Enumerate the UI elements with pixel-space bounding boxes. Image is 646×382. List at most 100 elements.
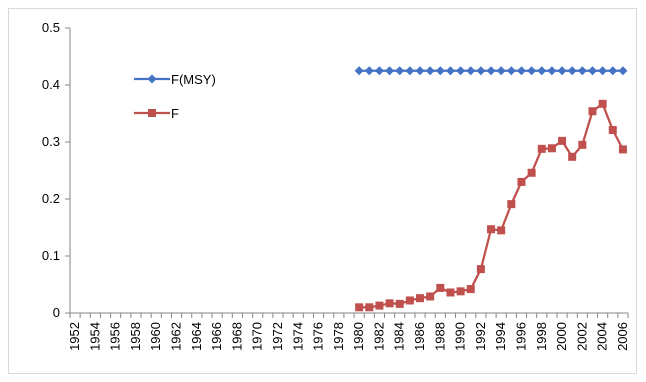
y-tick-label: 0.4 — [42, 77, 60, 92]
data-point — [405, 66, 415, 76]
axes: 0 0.1 0.2 0.3 0.4 0.5 1952 1954 1956 1958 1960 1962… — [42, 20, 630, 351]
data-point — [365, 303, 374, 312]
legend-label: F — [171, 106, 179, 121]
x-tick-label: 1952 — [67, 322, 82, 351]
x-tick-label: 2006 — [615, 322, 630, 351]
x-tick-label: 1956 — [108, 322, 123, 351]
data-point — [577, 66, 587, 76]
x-tick-label: 2004 — [595, 322, 610, 351]
data-point — [587, 66, 597, 76]
x-tick-label: 1958 — [128, 322, 143, 351]
data-point — [416, 294, 425, 303]
x-tick-label: 1982 — [371, 322, 386, 351]
data-point — [506, 66, 516, 76]
x-tick-label: 1986 — [412, 322, 427, 351]
x-tick-label: 1980 — [351, 322, 366, 351]
data-point — [476, 66, 486, 76]
y-tick-label: 0.2 — [42, 191, 60, 206]
x-tick-label: 1954 — [87, 322, 102, 351]
data-point — [466, 66, 476, 76]
data-point — [517, 177, 526, 186]
data-point — [516, 66, 526, 76]
data-point — [598, 66, 608, 76]
data-point — [395, 299, 404, 308]
legend-item: F — [134, 106, 179, 121]
series-f-msy — [354, 66, 628, 76]
legend-marker — [147, 74, 157, 84]
x-tick-label: 1968 — [229, 322, 244, 351]
data-point — [445, 66, 455, 76]
data-point — [456, 66, 466, 76]
x-tick-label: 2000 — [554, 322, 569, 351]
data-point — [608, 126, 617, 135]
data-point — [435, 66, 445, 76]
series-layer — [354, 66, 628, 312]
data-point — [487, 225, 496, 234]
data-point — [537, 66, 547, 76]
data-point — [618, 66, 628, 76]
data-point — [547, 144, 556, 153]
x-tick-label: 1960 — [148, 322, 163, 351]
data-point — [354, 66, 364, 76]
x-tick-label: 1996 — [513, 322, 528, 351]
y-tick-label: 0.3 — [42, 134, 60, 149]
data-point — [385, 299, 394, 308]
data-point — [557, 66, 567, 76]
data-point — [578, 140, 587, 149]
x-tick-label: 1990 — [453, 322, 468, 351]
data-point — [425, 66, 435, 76]
data-point — [446, 288, 455, 297]
data-point — [497, 226, 506, 235]
y-tick-label: 0 — [53, 305, 60, 320]
data-point — [456, 287, 465, 296]
legend-item: F(MSY) — [134, 72, 216, 87]
data-point — [385, 66, 395, 76]
legend-marker — [148, 109, 156, 117]
data-point — [426, 292, 435, 301]
data-point — [527, 66, 537, 76]
data-point — [588, 107, 597, 116]
legend: F(MSY) F — [134, 72, 216, 121]
x-tick-label: 1992 — [473, 322, 488, 351]
data-point — [395, 66, 405, 76]
x-tick-label: 1962 — [169, 322, 184, 351]
data-point — [608, 66, 618, 76]
x-tick-label: 1974 — [290, 322, 305, 351]
data-point — [507, 200, 516, 209]
data-point — [618, 145, 627, 154]
data-point — [364, 66, 374, 76]
x-tick-label: 1976 — [311, 322, 326, 351]
x-tick-label: 1984 — [392, 322, 407, 351]
data-point — [537, 144, 546, 153]
x-tick-label: 1964 — [189, 322, 204, 351]
data-point — [466, 285, 475, 294]
x-tick-label: 1988 — [432, 322, 447, 351]
data-point — [496, 66, 506, 76]
x-tick-label: 1966 — [209, 322, 224, 351]
data-point — [374, 66, 384, 76]
data-point — [415, 66, 425, 76]
legend-label: F(MSY) — [171, 72, 216, 87]
data-point — [527, 168, 536, 177]
x-tick-label: 1998 — [534, 322, 549, 351]
x-tick-label: 1972 — [270, 322, 285, 351]
x-tick-label: 1970 — [250, 322, 265, 351]
data-point — [375, 301, 384, 310]
y-tick-label: 0.5 — [42, 20, 60, 35]
x-tick-label: 2002 — [574, 322, 589, 351]
y-tick-label: 0.1 — [42, 248, 60, 263]
data-point — [405, 296, 414, 305]
series-line — [359, 102, 624, 309]
data-point — [567, 66, 577, 76]
data-point — [558, 136, 567, 145]
x-tick-label: 1994 — [493, 322, 508, 351]
data-point — [476, 265, 485, 274]
data-point — [486, 66, 496, 76]
x-tick-label: 1978 — [331, 322, 346, 351]
data-point — [355, 303, 364, 312]
data-point — [547, 66, 557, 76]
data-point — [568, 152, 577, 161]
series-f — [355, 99, 627, 312]
data-point — [436, 283, 445, 292]
